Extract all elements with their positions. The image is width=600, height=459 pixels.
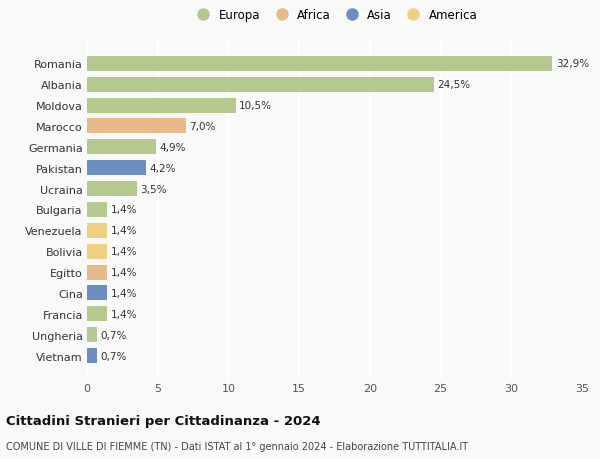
Bar (87, 56, 552, 72)
Text: 1,4%: 1,4% (110, 288, 137, 298)
Text: 0,7%: 0,7% (100, 330, 127, 340)
Bar (87, 244, 107, 259)
Text: 10,5%: 10,5% (239, 101, 272, 111)
Text: 4,9%: 4,9% (160, 142, 187, 152)
Text: 1,4%: 1,4% (110, 205, 137, 215)
Bar (87, 286, 107, 301)
Text: 1,4%: 1,4% (110, 246, 137, 257)
Text: 24,5%: 24,5% (437, 80, 470, 90)
Bar (87, 202, 107, 218)
Text: 32,9%: 32,9% (556, 59, 589, 69)
Text: Cittadini Stranieri per Cittadinanza - 2024: Cittadini Stranieri per Cittadinanza - 2… (6, 414, 320, 428)
Text: 1,4%: 1,4% (110, 268, 137, 278)
Bar (87, 119, 186, 134)
Bar (87, 328, 97, 342)
Bar (87, 140, 156, 155)
Bar (87, 78, 433, 92)
Text: 3,5%: 3,5% (140, 184, 167, 194)
Bar (87, 161, 146, 176)
Bar (87, 307, 107, 322)
Text: 1,4%: 1,4% (110, 309, 137, 319)
Text: 4,2%: 4,2% (150, 163, 176, 174)
Bar (87, 265, 107, 280)
Text: 1,4%: 1,4% (110, 226, 137, 236)
Bar (87, 98, 235, 113)
Bar (87, 224, 107, 238)
Text: 0,7%: 0,7% (100, 351, 127, 361)
Legend: Europa, Africa, Asia, America: Europa, Africa, Asia, America (189, 7, 480, 24)
Text: 7,0%: 7,0% (190, 122, 216, 132)
Bar (87, 182, 137, 196)
Text: COMUNE DI VILLE DI FIEMME (TN) - Dati ISTAT al 1° gennaio 2024 - Elaborazione TU: COMUNE DI VILLE DI FIEMME (TN) - Dati IS… (6, 441, 468, 451)
Bar (87, 348, 97, 364)
